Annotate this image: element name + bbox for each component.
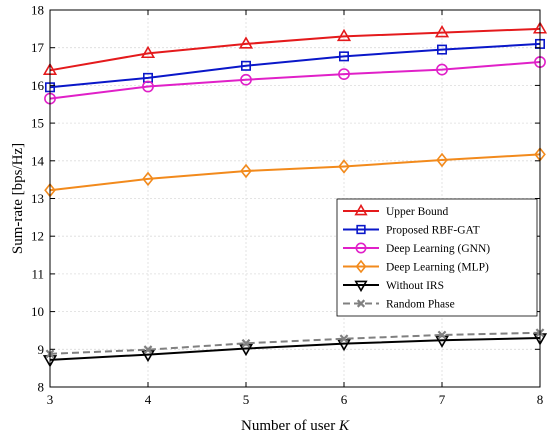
x-tick-label: 5 [243, 392, 250, 407]
y-tick-label: 17 [31, 40, 45, 55]
y-tick-label: 13 [31, 191, 44, 206]
y-tick-label: 16 [31, 78, 45, 93]
data-point [143, 345, 153, 355]
series-line [49, 42, 541, 89]
data-point [241, 60, 252, 71]
y-tick-label: 15 [31, 116, 44, 131]
legend-entry: Proposed RBF-GAT [343, 225, 480, 237]
legend-label: Deep Learning (MLP) [386, 262, 489, 274]
series-line [49, 27, 541, 72]
data-point [436, 63, 448, 76]
legend-label: Deep Learning (GNN) [386, 243, 490, 255]
data-point [338, 68, 350, 80]
legend-label: Upper Bound [386, 206, 449, 218]
x-tick-label: 3 [47, 392, 54, 407]
grid [49, 9, 541, 388]
data-point [142, 171, 154, 187]
data-point [140, 45, 156, 59]
tick-layer: 3 4 5 6 7 8 8 9 10 11 12 13 14 15 16 17 18 [31, 3, 543, 408]
x-tick-label: 4 [145, 392, 152, 407]
legend-entry: Without IRS [343, 280, 444, 293]
data-point [241, 338, 251, 348]
legend-entry: Deep Learning (MLP) [343, 259, 489, 274]
x-tick-label: 8 [537, 392, 544, 407]
legend-entry: Deep Learning (GNN) [343, 242, 490, 255]
data-point [436, 44, 447, 55]
y-tick-label: 8 [38, 380, 45, 395]
series-line [49, 336, 541, 361]
data-point [240, 163, 252, 179]
data-point [336, 28, 352, 42]
legend-label: Proposed RBF-GAT [386, 225, 480, 237]
legend: Upper Bound Proposed RBF-GAT Deep Learning… [336, 198, 538, 317]
data-point [434, 25, 450, 38]
data-point [338, 51, 349, 62]
data-point [436, 152, 448, 168]
y-tick-label: 14 [31, 153, 45, 168]
x-tick-label: 6 [341, 392, 348, 407]
data-point [142, 80, 154, 93]
y-tick-label: 10 [31, 304, 44, 319]
legend-marker [354, 203, 368, 216]
y-tick-label: 11 [31, 266, 44, 281]
legend-marker [354, 280, 368, 293]
series-line [49, 331, 541, 355]
x-axis-label: Number of user K [241, 418, 350, 434]
legend-marker [355, 259, 367, 274]
x-axis-label-variable: K [338, 418, 350, 434]
legend-box [336, 198, 538, 317]
legend-label: Random Phase [386, 299, 455, 311]
y-tick-label: 9 [38, 342, 45, 357]
legend-label: Without IRS [386, 280, 444, 292]
series-layer [42, 21, 548, 368]
data-point [437, 330, 447, 340]
x-axis-label-text: Number of user [241, 418, 339, 434]
series-deep-learning-mlp [44, 147, 546, 198]
data-point [338, 159, 350, 174]
series-random-phase [45, 328, 545, 359]
series-line [49, 153, 541, 192]
legend-marker [356, 224, 366, 235]
data-point [240, 73, 252, 86]
legend-marker [356, 299, 366, 308]
legend-entry: Upper Bound [343, 203, 449, 218]
series-line [49, 61, 541, 100]
data-point [339, 334, 349, 344]
x-tick-label: 7 [439, 392, 446, 407]
legend-marker [355, 242, 367, 254]
y-tick-label: 18 [31, 3, 44, 18]
legend-entry: Random Phase [343, 299, 455, 311]
series-upper-bound [42, 21, 548, 76]
data-point [238, 36, 254, 49]
y-tick-label: 12 [31, 229, 44, 244]
y-axis-label: Sum-rate [bps/Hz] [10, 143, 26, 254]
